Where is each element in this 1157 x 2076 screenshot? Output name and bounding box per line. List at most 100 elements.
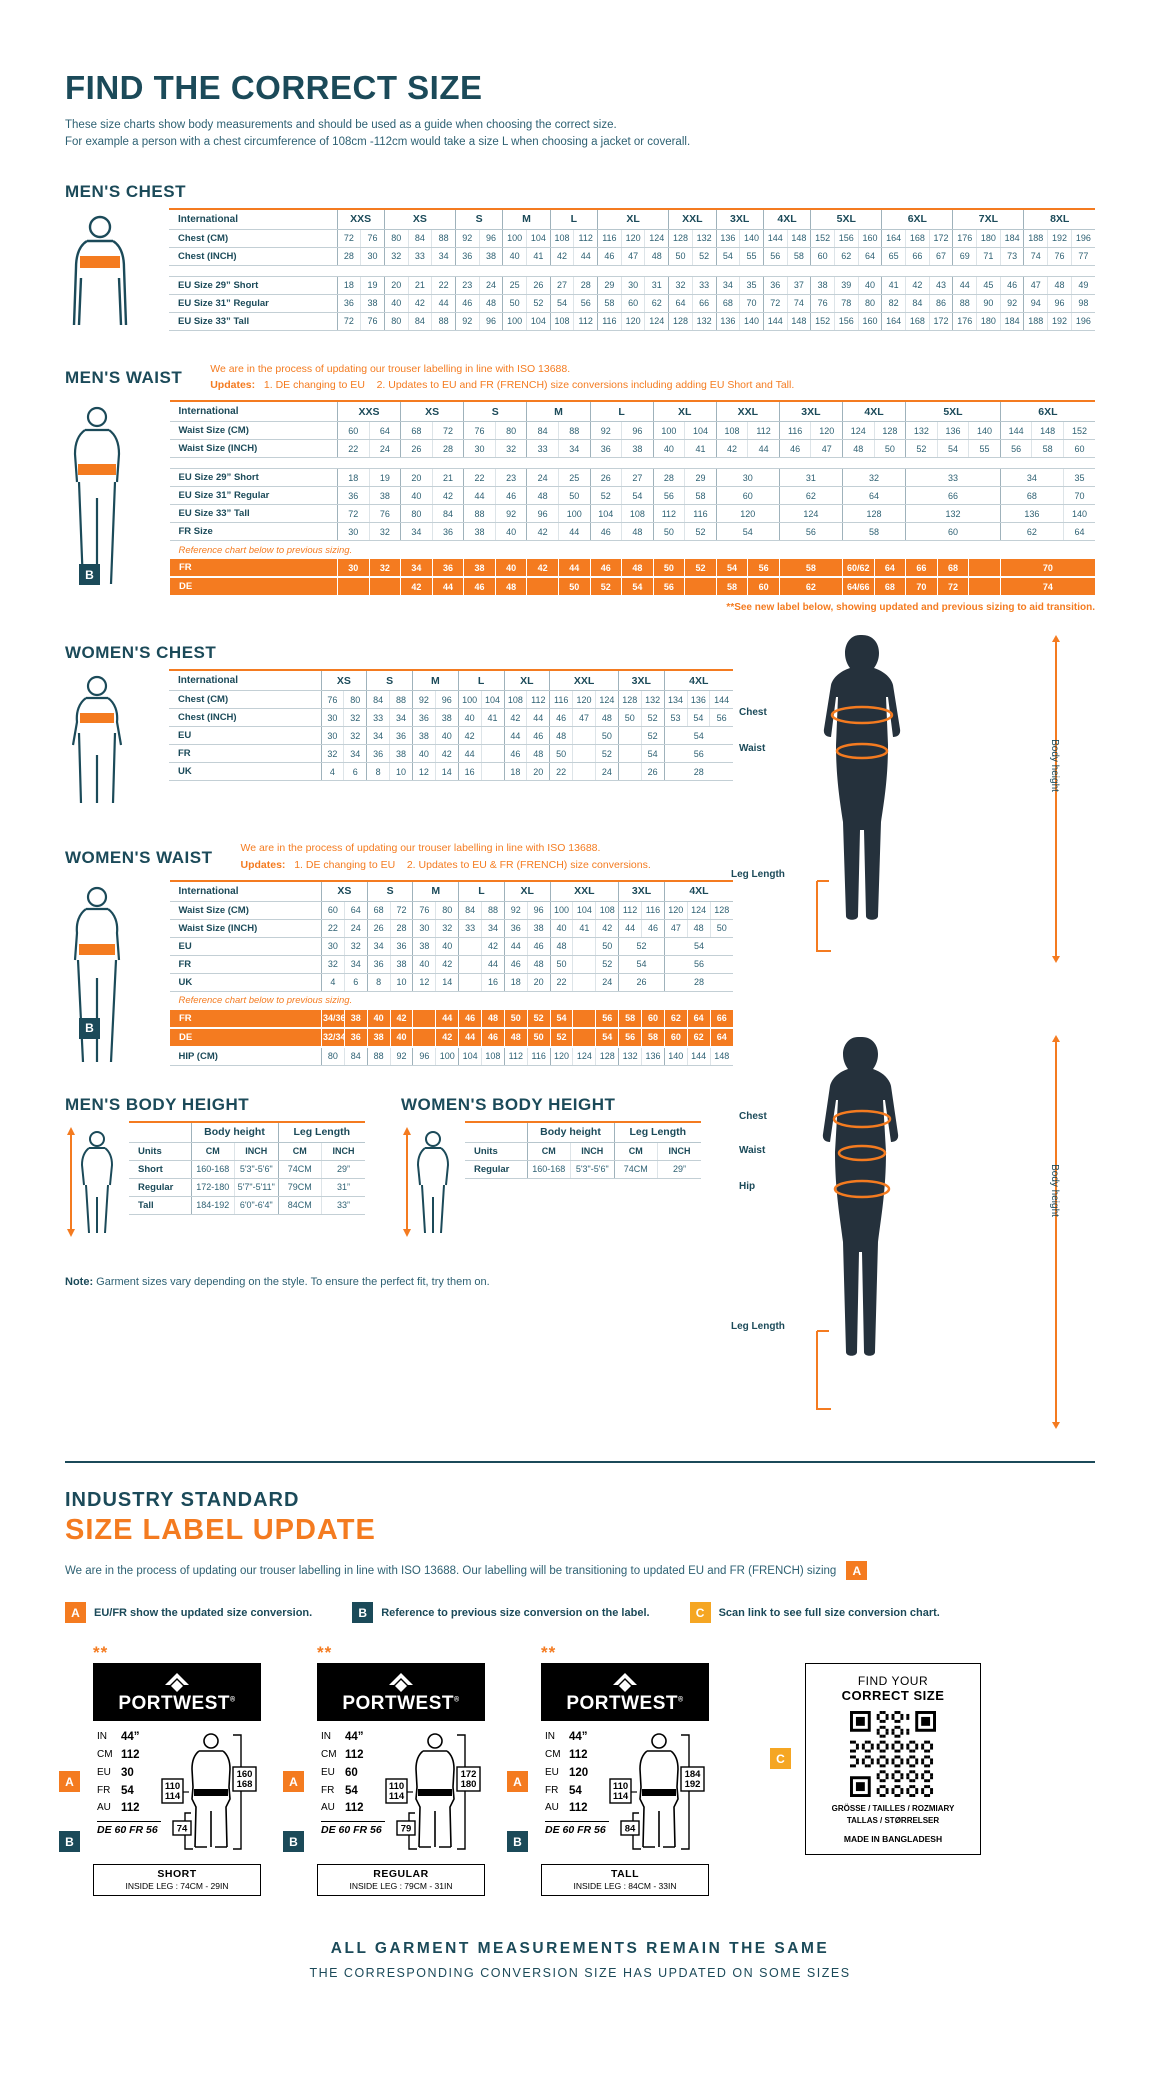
table-row: EU Size 29” Short 18 19 20 21 22 23 24 25 26 27 28 2… [169, 468, 1095, 488]
svg-text:114: 114 [613, 1791, 629, 1802]
size-cell: 50 [549, 744, 573, 764]
industry-kicker: INDUSTRY STANDARD [65, 1489, 300, 1512]
row-label: EU Size 31” Regular [169, 486, 338, 506]
qr-code [850, 1711, 936, 1798]
table-row: Waist Size (CM) 60 64 68 72 76 80 84 88 92 96 100 10… [169, 421, 1095, 441]
size-cell: 56 [652, 486, 685, 506]
legend-text: EU/FR show the updated size conversion. [94, 1606, 313, 1619]
size-cell: 92 [999, 294, 1024, 313]
size-cell: 80 [857, 294, 882, 313]
size-cell: 84 [905, 294, 930, 313]
size-cell: 88 [389, 690, 413, 710]
size-cell: 136 [715, 229, 740, 248]
size-cell: 54 [618, 955, 665, 974]
size-cell: 46 [526, 726, 550, 746]
size-cell: 64 [709, 1027, 733, 1048]
womens-waist-figure: B [65, 880, 169, 1069]
size-cell: 34 [400, 522, 433, 542]
size-cell: 30 [337, 559, 370, 579]
height-arrow-icon [403, 1126, 450, 1237]
table-row: Units CM INCH CM INCH [465, 1142, 701, 1161]
size-cell: 66 [905, 559, 938, 579]
size-cell [617, 744, 642, 764]
size-cell [572, 955, 596, 974]
size-cell: 108 [549, 312, 574, 331]
size-cell: 68 [366, 901, 391, 920]
size-group-header: 4XL [762, 208, 811, 230]
badge-b: B [79, 564, 100, 586]
size-cell: 108 [503, 690, 527, 710]
size-cell: 128 [668, 312, 693, 331]
label-figure: 110 114 172 180 79 [385, 1733, 481, 1850]
size-cell: 49 [1070, 276, 1095, 295]
size-cell: 54 [663, 726, 733, 746]
size-cell: 88 [557, 421, 590, 441]
table-row: FR 32 34 36 38 40 42 44 46 48 50 52 54 56 [169, 955, 733, 974]
size-cell: 34 [715, 276, 740, 295]
mens-body-height-title: MEN'S BODY HEIGHT [65, 1094, 250, 1114]
size-cell: 66 [905, 247, 930, 266]
size-cell [458, 955, 482, 974]
size-cell: 80 [321, 1046, 345, 1066]
size-cell: 52 [691, 247, 716, 266]
size-cell: 30 [715, 468, 780, 488]
size-cell: 34 [999, 468, 1064, 488]
size-cell: 52 [595, 955, 619, 974]
svg-text:192: 192 [685, 1779, 701, 1790]
size-cell: 5'3"-5'6" [234, 1160, 278, 1179]
size-cell: 160 [857, 229, 882, 248]
size-cell: 54 [663, 937, 733, 956]
size-cell: 16 [457, 762, 482, 782]
size-cell: 72 [936, 577, 969, 598]
size-cell: 52 [595, 744, 619, 764]
womens-body-height-title: WOMEN'S BODY HEIGHT [401, 1094, 616, 1114]
label-spec-row: EU 120 [545, 1766, 589, 1779]
mens-height-figure [65, 1121, 129, 1242]
size-group-header: XXL [715, 401, 780, 423]
mens-body-height-section: MEN'S BODY HEIGHT Body height Leg Len [65, 1095, 365, 1242]
size-cell: 23 [454, 276, 480, 295]
size-cell: 69 [952, 247, 977, 266]
size-cell: 140 [739, 312, 764, 331]
size-cell: 46 [526, 937, 551, 956]
size-cell: 128 [668, 229, 693, 248]
row-label: FR [169, 744, 321, 764]
previous-size-line: DE 60 FR 56 [545, 1821, 609, 1836]
size-cell: 40 [457, 708, 482, 728]
size-cell: 84 [407, 312, 432, 331]
size-cell: 38 [621, 439, 654, 459]
size-cell: 70 [999, 559, 1095, 579]
reference-note: Reference chart below to previous sizing… [178, 995, 353, 1007]
size-cell: 64/66 [842, 577, 875, 598]
size-cell: 68 [400, 421, 433, 441]
size-cell: 156 [833, 312, 859, 331]
size-cell: 36 [503, 919, 528, 938]
size-cell: 84 [458, 901, 482, 920]
size-cell: 46 [463, 577, 496, 598]
size-cell: 120 [663, 901, 688, 920]
size-cell: 30 [463, 439, 496, 459]
size-cell: 27 [549, 276, 574, 295]
size-cell: 42 [435, 955, 459, 974]
size-cell: 160-168 [190, 1160, 235, 1179]
left-column: WOMEN'S CHEST International XS S M L XL XXL 3XL… [65, 613, 733, 1431]
size-cell: 36 [366, 744, 390, 764]
size-cell: 144 [762, 229, 788, 248]
womens-waist-table-slot: International XS S M L XL XXL 3XL 4XL Waist Size … [169, 879, 733, 1069]
size-cell: 28 [652, 468, 685, 488]
badge-a: A [846, 1561, 868, 1581]
label-spec-row: IN 44” [321, 1731, 364, 1744]
size-cell: 184 [999, 229, 1024, 248]
size-cell: 112 [618, 901, 642, 920]
row-label: Waist Size (INCH) [169, 919, 322, 938]
size-cell: 68 [873, 577, 906, 598]
size-cell: 180 [976, 229, 1001, 248]
size-cell: 37 [786, 276, 811, 295]
size-cell: 42 [715, 439, 748, 459]
male-figure-photo: Chest Waist Leg Length Body height [731, 631, 1095, 971]
size-cell: 18 [503, 973, 528, 992]
size-cell: 164 [881, 229, 906, 248]
size-cell: 84CM [277, 1196, 322, 1215]
size-cell: 27 [621, 468, 654, 488]
size-cell: 96 [621, 421, 654, 441]
